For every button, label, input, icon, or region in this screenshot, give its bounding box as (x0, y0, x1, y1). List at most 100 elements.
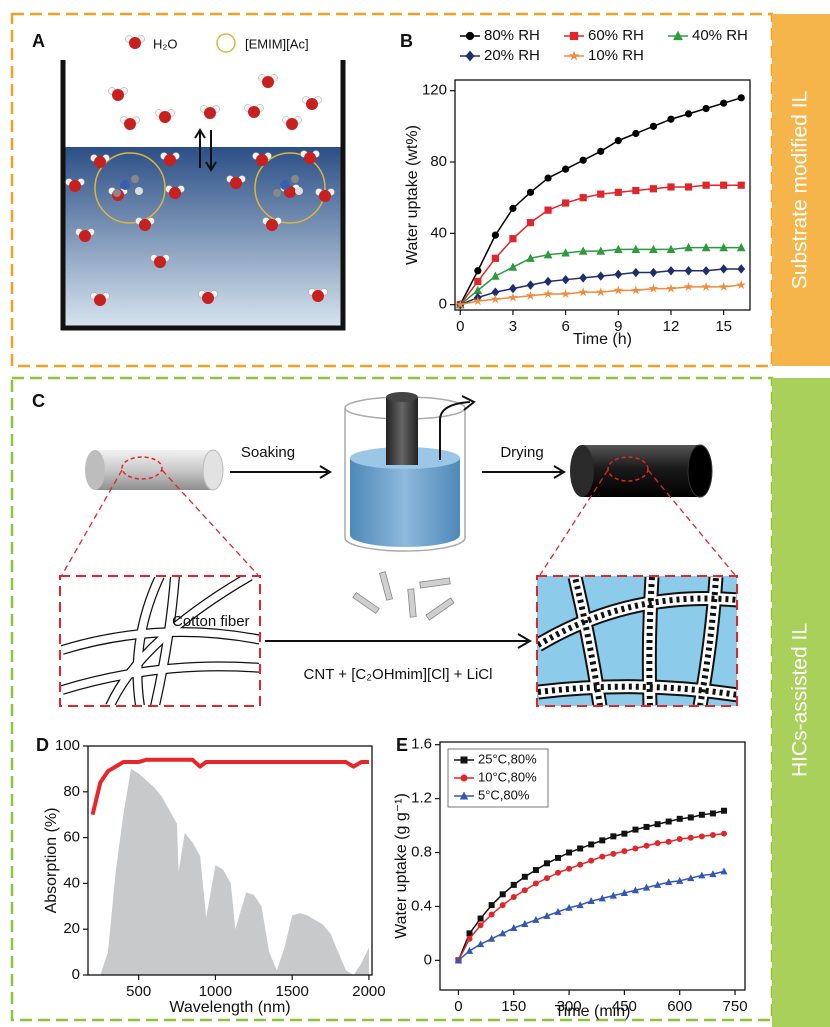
water-o (169, 187, 181, 199)
data-point (474, 286, 483, 294)
data-point (650, 123, 657, 130)
water-o (204, 107, 216, 119)
x-tick-label: 1000 (199, 983, 232, 1000)
y-tick-label: 0.8 (411, 843, 432, 860)
il-atom (291, 175, 299, 183)
data-point (685, 266, 693, 275)
data-point (533, 867, 539, 873)
water-o (139, 219, 151, 231)
data-point (588, 858, 594, 864)
x-tick-label: 0 (456, 318, 464, 335)
legend-label: [EMIM][Ac] (245, 36, 309, 51)
panel-label: C (32, 391, 45, 411)
y-tick-label: 0 (424, 951, 432, 968)
water-o (256, 154, 268, 166)
water-o (69, 180, 81, 192)
il-atom (113, 189, 121, 197)
x-tick-label: 150 (501, 998, 526, 1015)
chart: 500100015002000020406080100Wavelength (n… (43, 737, 385, 1016)
panel-label: D (36, 735, 49, 755)
water-o (230, 177, 242, 189)
arrow (265, 634, 530, 648)
data-point (544, 174, 551, 181)
data-point (588, 841, 594, 847)
x-tick-label: 500 (126, 983, 151, 1000)
data-point (685, 183, 692, 190)
water-o (202, 292, 214, 304)
data-point (478, 916, 484, 922)
data-point (688, 814, 694, 820)
data-point (699, 812, 705, 818)
data-point (632, 187, 639, 194)
water-o (94, 156, 106, 168)
data-point (688, 835, 694, 841)
data-point (644, 824, 650, 830)
data-point (736, 280, 746, 289)
data-point (577, 862, 583, 868)
data-point (489, 912, 495, 918)
legend-marker (461, 775, 468, 782)
cylinder-end (688, 445, 712, 497)
cnt-cylinder (582, 445, 700, 497)
legend-label: 10°C,80% (478, 769, 537, 784)
fiber-label: Cotton fiber (172, 613, 250, 630)
data-point (544, 207, 551, 214)
y-axis-label: Absorption (%) (43, 808, 60, 914)
data-point (509, 284, 517, 293)
y-tick-label: 40 (430, 224, 447, 241)
step-label: Drying (500, 444, 543, 461)
data-point (737, 264, 745, 273)
panel-label: A (32, 31, 45, 51)
line (458, 871, 724, 960)
water-o (124, 118, 136, 130)
water-o (94, 294, 106, 306)
data-point (478, 922, 484, 928)
data-point (599, 837, 605, 843)
data-point (580, 194, 587, 201)
data-point (467, 936, 473, 942)
figure: Substrate modified IL HICs-assisted IL A… (0, 0, 830, 1027)
data-point (621, 831, 627, 837)
y-tick-label: 80 (430, 153, 447, 170)
legend-label: 20% RH (484, 47, 540, 64)
data-point (702, 266, 710, 275)
data-point (509, 235, 516, 242)
x-tick-label: 2000 (352, 983, 385, 1000)
legend-marker (465, 51, 474, 62)
y-tick-label: 20 (63, 920, 80, 937)
data-point (491, 271, 500, 279)
data-point (720, 264, 728, 273)
arrow (230, 466, 330, 478)
data-point (509, 263, 518, 271)
data-point (614, 270, 622, 279)
y-axis-label: Water uptake (wt%) (404, 125, 421, 265)
water-o (129, 37, 141, 49)
y-tick-label: 100 (55, 737, 80, 754)
data-point (544, 860, 550, 866)
y-tick-label: 0.4 (411, 897, 432, 914)
water-o (319, 190, 331, 202)
y-tick-label: 0 (72, 966, 80, 983)
data-point (555, 870, 561, 876)
data-point (667, 116, 674, 123)
section-label: HICs-assisted IL (789, 623, 812, 777)
cotton-cylinder (95, 450, 213, 490)
data-point (579, 273, 587, 282)
data-point (492, 232, 499, 239)
water-o (266, 219, 278, 231)
water-o (79, 230, 91, 242)
data-point (738, 94, 745, 101)
data-point (720, 867, 727, 874)
data-point (632, 827, 638, 833)
x-axis-label: Time (min) (555, 1003, 631, 1020)
cylinder-end (85, 450, 105, 490)
legend-label: 10% RH (588, 47, 644, 64)
data-point (566, 850, 572, 856)
line (458, 811, 724, 961)
data-point (632, 268, 640, 277)
x-tick-label: 750 (723, 998, 748, 1015)
data-point (655, 821, 661, 827)
data-point (649, 268, 657, 277)
data-point (511, 894, 517, 900)
